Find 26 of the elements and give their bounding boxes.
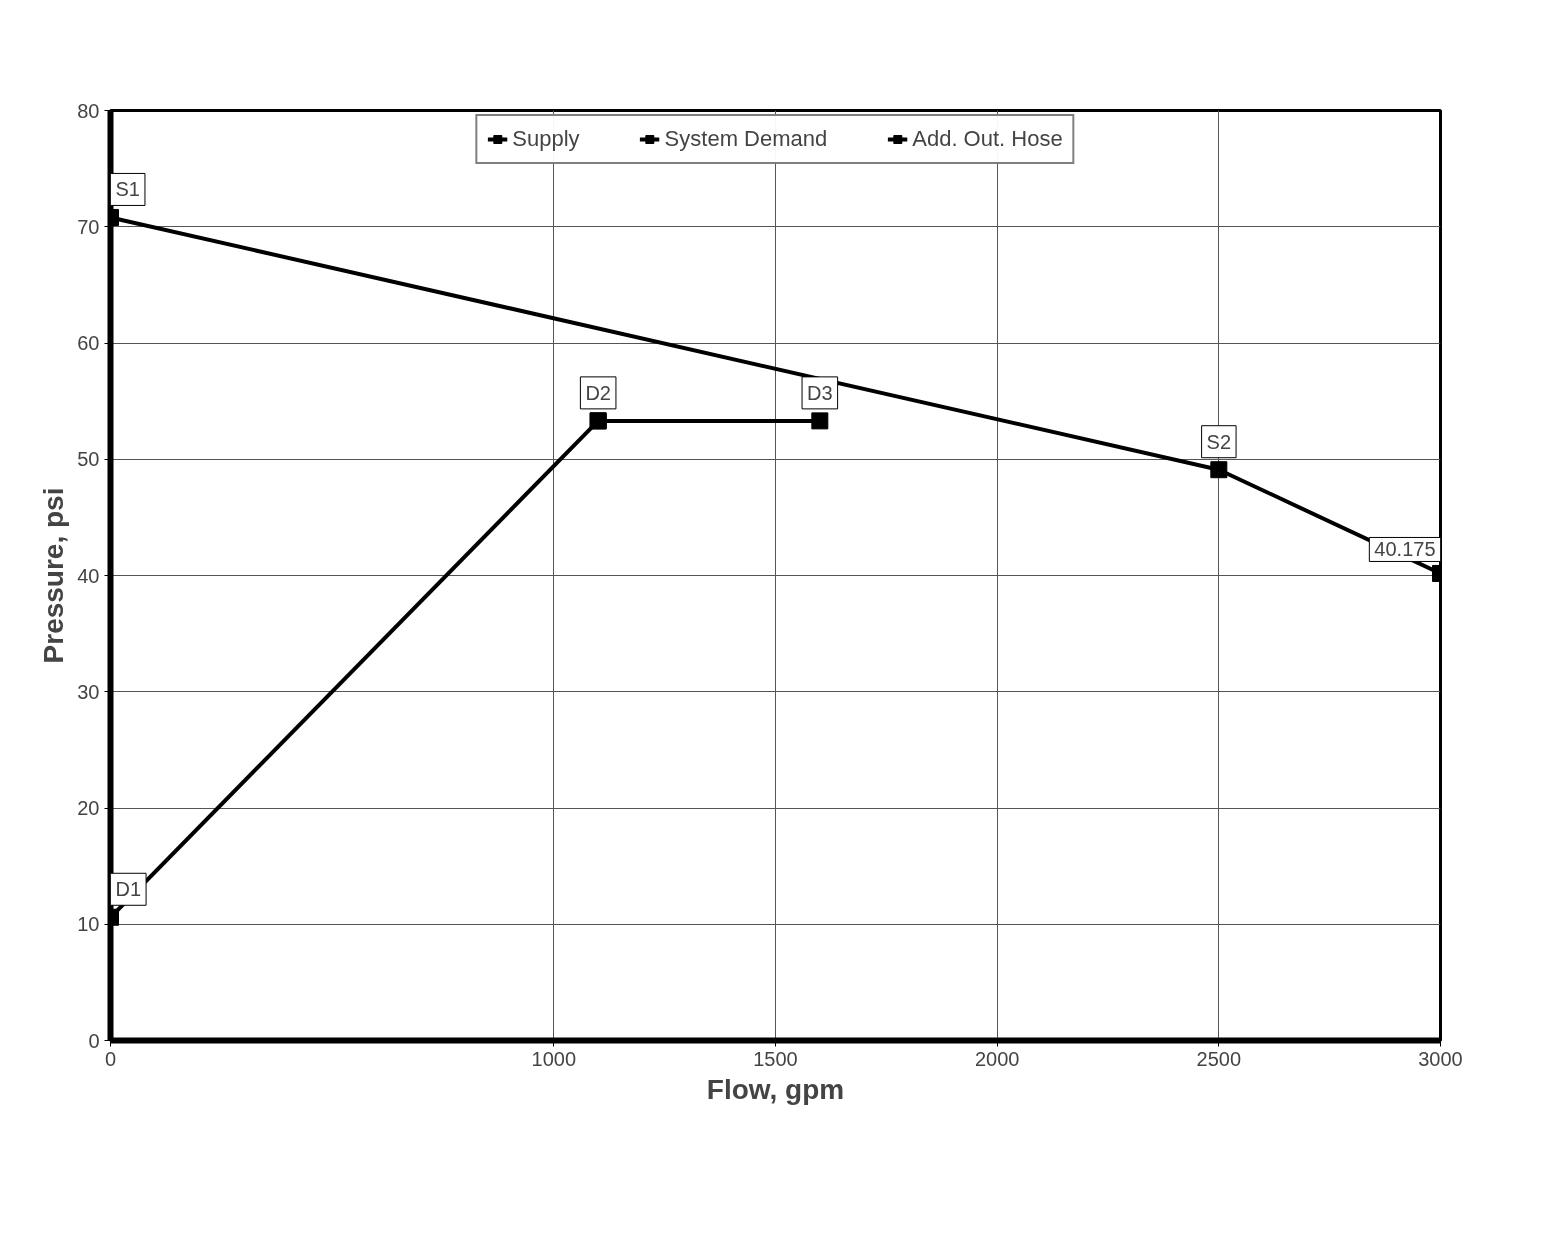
x-tick-label: 2500 — [1196, 1047, 1242, 1070]
y-tick-label: 70 — [77, 215, 100, 238]
y-tick-label: 40 — [77, 564, 100, 587]
legend-label: Add. Out. Hose — [912, 126, 1063, 152]
x-tick-label: 1500 — [753, 1047, 798, 1070]
legend-label: Supply — [512, 126, 580, 152]
y-tick-label: 30 — [77, 680, 100, 703]
annotation: D1 — [115, 878, 142, 901]
annotation: S2 — [1206, 430, 1232, 453]
y-tick-label: 50 — [77, 448, 100, 471]
y-tick-label: 0 — [88, 1029, 100, 1052]
x-axis-title: Flow, gpm — [706, 1073, 845, 1105]
annotation: S1 — [115, 178, 140, 201]
y-tick-label: 20 — [77, 797, 100, 819]
y-tick-label: 80 — [77, 99, 100, 122]
x-tick-label: 2000 — [974, 1047, 1020, 1070]
x-tick-label: 0 — [104, 1047, 117, 1070]
legend-label: System Demand — [664, 126, 828, 152]
annotation: 40.175 — [1374, 538, 1436, 561]
annotation: D2 — [585, 381, 611, 404]
x-tick-label: 1000 — [531, 1047, 577, 1070]
annotation: D3 — [807, 381, 833, 404]
y-tick-label: 10 — [77, 913, 100, 936]
x-tick-label: 3000 — [1418, 1047, 1463, 1070]
y-axis-title: Pressure, psi — [38, 487, 70, 664]
y-tick-label: 60 — [77, 332, 100, 354]
